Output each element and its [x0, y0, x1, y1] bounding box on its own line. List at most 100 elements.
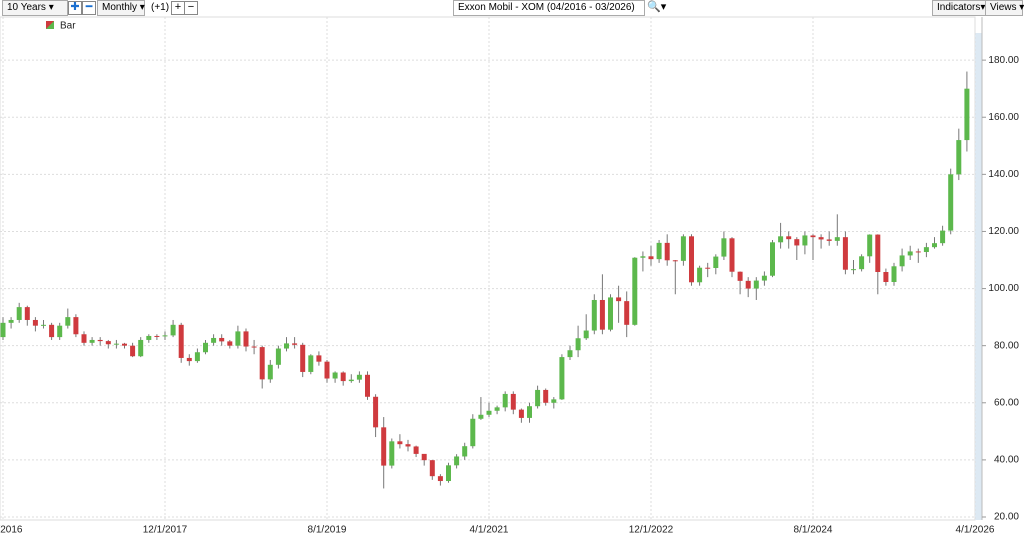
chart-title: Exxon Mobil - XOM (04/2016 - 03/2026): [458, 2, 635, 13]
candle-body: [697, 267, 703, 283]
candle-body: [146, 335, 152, 340]
y-tick-label: 80.00: [994, 340, 1019, 351]
candle-body: [761, 275, 767, 281]
plot-area: [0, 16, 976, 521]
candle-body: [65, 317, 71, 326]
views: Views: [990, 2, 1017, 13]
candle-body: [275, 348, 281, 365]
candle-body: [632, 257, 638, 325]
candle-body: [826, 239, 832, 241]
candle-body: [867, 234, 873, 257]
x-tick-label: 4/1/2026: [956, 525, 995, 536]
candle-body: [219, 337, 225, 342]
candle-body: [705, 267, 711, 269]
period-select[interactable]: 10 Years ▾: [2, 0, 68, 16]
candle-body: [575, 338, 581, 351]
candle-body: [616, 297, 622, 302]
candle-body: [737, 271, 743, 281]
candle-body: [381, 427, 387, 466]
candle-body: [227, 341, 233, 346]
interval-select[interactable]: Monthly ▾: [97, 0, 145, 16]
zoom-out[interactable]: ━: [82, 1, 96, 15]
candle-body: [0, 322, 6, 338]
candle-body: [97, 339, 103, 342]
candle-body: [648, 256, 654, 260]
search[interactable]: 🔍▾: [647, 1, 667, 13]
candle-body: [753, 280, 759, 289]
candle-body: [194, 352, 200, 362]
views-button[interactable]: Views ▾: [985, 0, 1024, 16]
candle-body: [437, 476, 443, 482]
candle-body: [551, 399, 557, 403]
candle-body: [122, 343, 127, 346]
candle-body: [810, 235, 816, 238]
candle-body: [89, 339, 95, 343]
candle-body: [599, 299, 605, 330]
candle-body: [170, 324, 176, 336]
candle-body: [802, 235, 808, 246]
candle-body: [259, 347, 265, 380]
candle-body: [899, 255, 905, 267]
candle-body: [591, 299, 597, 331]
candle-body: [915, 251, 921, 253]
x-tick-label: 12/1/2017: [143, 525, 188, 536]
candle-body: [923, 247, 929, 253]
indicators-button[interactable]: Indicators▾: [932, 0, 986, 16]
candle-body: [57, 325, 63, 338]
candle-body: [891, 266, 897, 282]
candle-body: [138, 339, 144, 357]
candle-body: [251, 346, 257, 348]
candle-body: [875, 234, 881, 273]
candle-body: [608, 297, 613, 330]
candle-body: [510, 393, 516, 410]
candle-body: [478, 414, 484, 419]
future-strip: [975, 33, 982, 520]
candle-body: [348, 379, 354, 382]
candle-body: [729, 238, 735, 272]
candle-body: [130, 345, 136, 357]
candle-body: [956, 140, 962, 175]
candle-body: [527, 406, 532, 418]
y-tick-label: 40.00: [994, 455, 1019, 466]
candle-body: [267, 364, 273, 380]
candle-body: [486, 410, 492, 415]
candle-body: [397, 441, 403, 445]
candle-body: [689, 236, 694, 283]
candle-body: [567, 350, 573, 358]
zoom-in[interactable]: ✚: [68, 1, 82, 15]
candle-body: [745, 280, 751, 289]
candle-body: [332, 372, 338, 379]
candle-body: [672, 260, 678, 262]
candle-body: [624, 301, 630, 325]
candle-body: [365, 374, 370, 397]
x-tick-label: 4/1/2021: [470, 525, 509, 536]
candle-body: [24, 307, 30, 320]
candle-body: [640, 256, 646, 258]
candle-body: [186, 357, 192, 362]
candle-body: [324, 361, 330, 379]
candle-body: [907, 251, 913, 256]
candle-body: [235, 331, 241, 346]
candle-body: [316, 355, 322, 362]
candle-body: [405, 444, 411, 447]
candle-body: [713, 256, 719, 269]
legend-swatch-up: [46, 21, 54, 29]
offset-minus[interactable]: −: [184, 1, 198, 15]
candle-body: [105, 341, 111, 345]
candle-body: [413, 446, 419, 454]
y-tick-label: 100.00: [988, 283, 1019, 294]
candle-body: [786, 236, 792, 240]
candle-body: [834, 237, 840, 241]
candle-body: [429, 460, 435, 477]
symbol-select[interactable]: Exxon Mobil - XOM (04/2016 - 03/2026): [453, 0, 645, 16]
candle-body: [518, 409, 524, 418]
candle-body: [292, 343, 298, 345]
candle-body: [73, 317, 79, 335]
candle-body: [883, 272, 889, 282]
candle-body: [373, 396, 379, 428]
x-tick-label: 8/1/2024: [794, 525, 833, 536]
x-tick-label: 8/1/2019: [308, 525, 347, 536]
candle-body: [113, 343, 119, 345]
y-tick-label: 120.00: [988, 226, 1019, 237]
